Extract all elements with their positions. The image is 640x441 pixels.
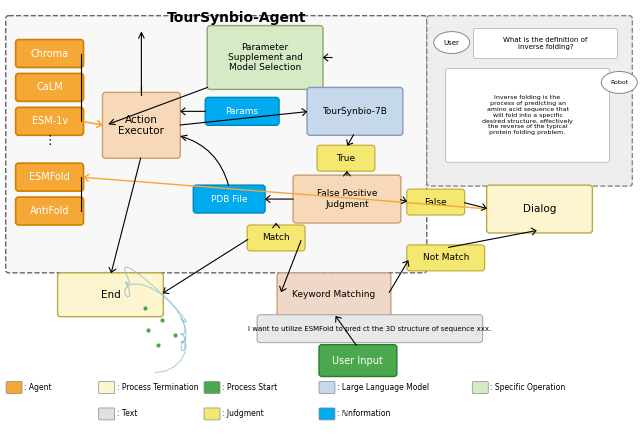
Text: TourSynbio-Agent: TourSynbio-Agent (167, 11, 307, 25)
FancyBboxPatch shape (277, 273, 391, 317)
Text: PDB File: PDB File (211, 194, 248, 204)
Text: False Positive
Judgment: False Positive Judgment (317, 189, 377, 209)
FancyBboxPatch shape (257, 315, 483, 343)
FancyBboxPatch shape (486, 185, 593, 233)
FancyBboxPatch shape (472, 381, 488, 393)
Text: Match: Match (262, 233, 290, 243)
FancyBboxPatch shape (204, 381, 220, 393)
FancyBboxPatch shape (427, 15, 632, 186)
FancyBboxPatch shape (205, 97, 279, 125)
FancyBboxPatch shape (207, 26, 323, 90)
Text: : Process Termination: : Process Termination (116, 383, 198, 392)
Text: Robot: Robot (610, 80, 628, 85)
Text: : Process Start: : Process Start (222, 383, 277, 392)
Text: Keyword Matching: Keyword Matching (292, 290, 376, 299)
Text: CaLM: CaLM (36, 82, 63, 93)
Point (143, 326, 154, 333)
Point (157, 316, 168, 323)
Text: I want to utilize ESMFold to pred ct the 3D structure of sequence xxx.: I want to utilize ESMFold to pred ct the… (248, 325, 492, 332)
FancyBboxPatch shape (319, 408, 335, 420)
Text: : Text: : Text (116, 409, 137, 419)
FancyBboxPatch shape (319, 381, 335, 393)
Text: : Judgment: : Judgment (222, 409, 264, 419)
Ellipse shape (602, 71, 637, 93)
FancyBboxPatch shape (6, 381, 22, 393)
Text: End: End (100, 290, 120, 300)
FancyBboxPatch shape (407, 189, 465, 215)
Text: : Large Language Model: : Large Language Model (337, 383, 429, 392)
FancyBboxPatch shape (445, 68, 609, 162)
Text: AntiFold: AntiFold (30, 206, 69, 216)
Text: : ℕnformation: : ℕnformation (337, 409, 390, 419)
Text: ⋮: ⋮ (44, 134, 56, 147)
FancyBboxPatch shape (474, 29, 618, 59)
Text: : Agent: : Agent (24, 383, 52, 392)
FancyBboxPatch shape (99, 381, 115, 393)
Text: What is the definition of
inverse folding?: What is the definition of inverse foldin… (503, 37, 588, 50)
Text: Inverse folding is the
process of predicting an
amino acid sequence that
will fo: Inverse folding is the process of predic… (482, 95, 573, 135)
FancyBboxPatch shape (407, 245, 484, 271)
Text: True: True (337, 154, 355, 163)
FancyBboxPatch shape (193, 185, 265, 213)
FancyBboxPatch shape (319, 344, 397, 377)
Text: ESM-1v: ESM-1v (31, 116, 68, 126)
FancyBboxPatch shape (15, 163, 83, 191)
Text: Not Match: Not Match (422, 254, 469, 262)
Ellipse shape (434, 32, 470, 53)
FancyBboxPatch shape (15, 74, 83, 101)
FancyBboxPatch shape (247, 225, 305, 251)
Text: User Input: User Input (333, 355, 383, 366)
FancyBboxPatch shape (6, 15, 427, 273)
Text: : Specific Operation: : Specific Operation (490, 383, 566, 392)
Text: Chroma: Chroma (31, 49, 68, 59)
Point (153, 341, 163, 348)
FancyBboxPatch shape (99, 408, 115, 420)
Text: ESMFold: ESMFold (29, 172, 70, 182)
FancyBboxPatch shape (307, 87, 403, 135)
FancyBboxPatch shape (204, 408, 220, 420)
FancyBboxPatch shape (15, 40, 83, 67)
Text: User: User (444, 40, 460, 45)
Point (170, 331, 180, 338)
FancyBboxPatch shape (15, 107, 83, 135)
FancyBboxPatch shape (15, 197, 83, 225)
FancyBboxPatch shape (317, 145, 375, 171)
Text: Parameter
Supplement and
Model Selection: Parameter Supplement and Model Selection (228, 43, 303, 72)
Text: Params: Params (226, 107, 259, 116)
Text: Dialog: Dialog (523, 204, 556, 214)
Text: TourSynbio-7B: TourSynbio-7B (323, 107, 387, 116)
FancyBboxPatch shape (102, 93, 180, 158)
FancyBboxPatch shape (293, 175, 401, 223)
FancyBboxPatch shape (58, 273, 163, 317)
Text: Action
Executor: Action Executor (118, 115, 164, 136)
Text: False: False (424, 198, 447, 206)
Point (140, 304, 150, 311)
